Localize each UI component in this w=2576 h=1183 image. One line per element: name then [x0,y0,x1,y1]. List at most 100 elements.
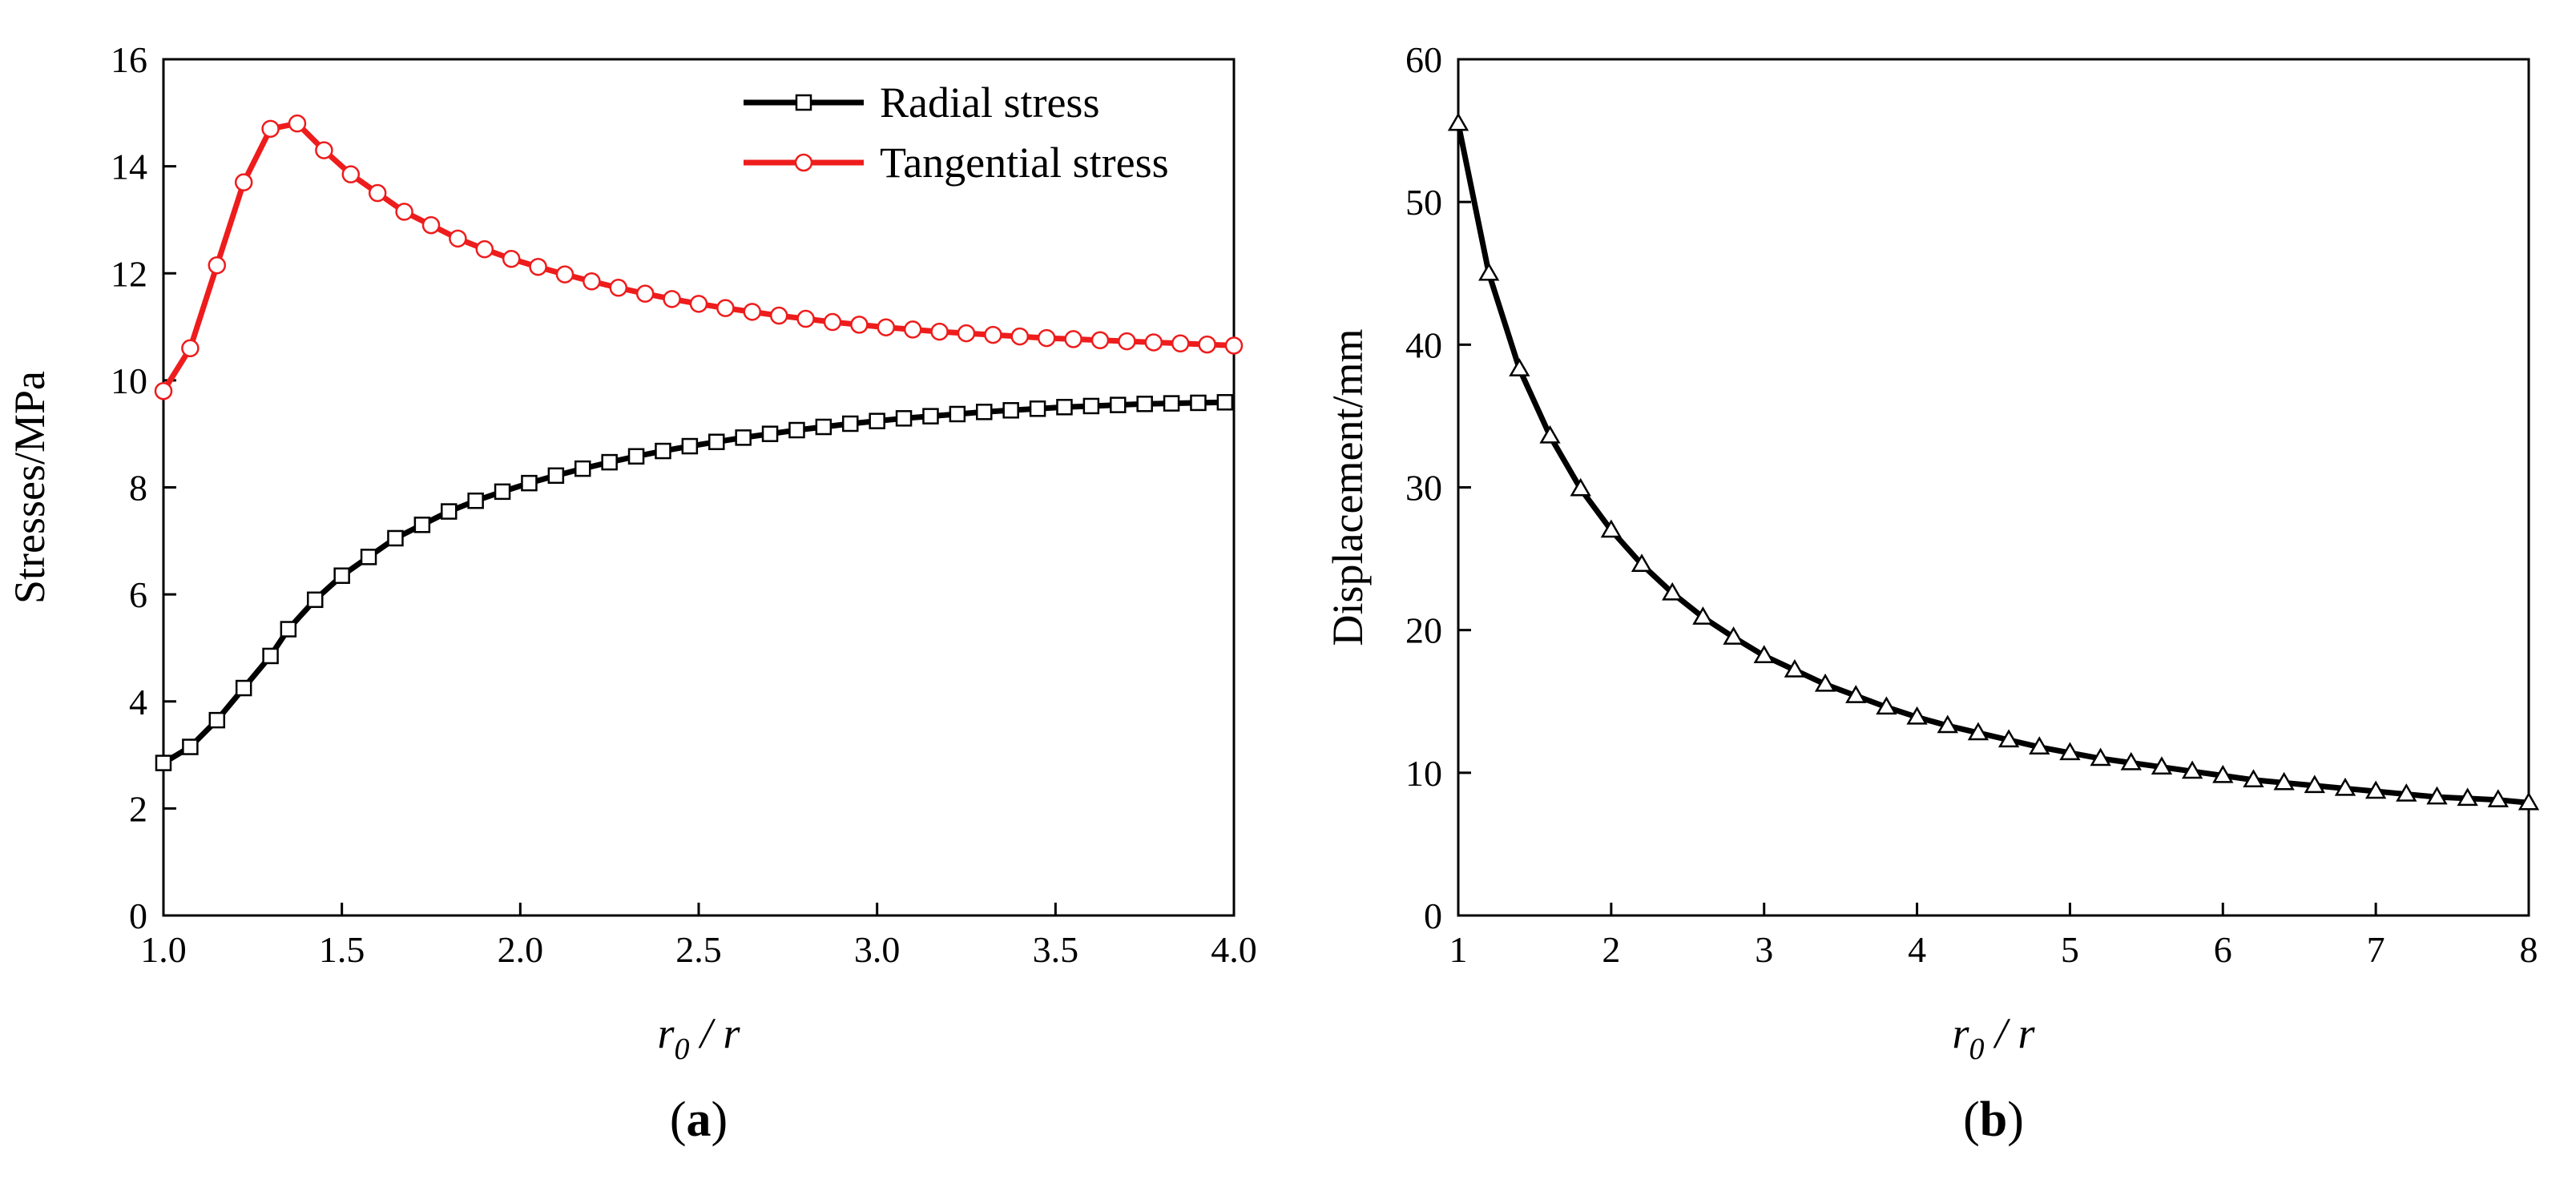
series-radial-stress [155,394,1234,771]
x-axis-title-rest: / r [1984,1009,2035,1057]
data-point [1144,333,1163,352]
data-point [449,229,467,248]
y-tick-label: 10 [1405,753,1442,794]
data-point [1171,334,1190,353]
data-point [1876,696,1897,715]
data-point [984,325,1002,344]
data-point [1753,645,1775,663]
data-point [181,339,200,358]
data-point [494,483,511,501]
panel-label: (a) [670,1092,728,1147]
data-point [2059,742,2081,761]
data-point [609,279,628,297]
x-axis-title: r0 / r [1952,1009,2035,1066]
data-point [1090,331,1110,350]
data-point [1064,330,1082,348]
legend: Radial stress Tangential stress [744,78,1169,187]
data-point [743,303,762,321]
data-point [895,410,913,427]
x-tick-label: 4.0 [1211,929,1257,970]
data-point [475,239,494,259]
y-tick-label: 8 [129,468,147,509]
panel-label-open: ( [670,1092,687,1147]
data-point [154,381,173,400]
data-point [2364,780,2387,799]
data-point [521,474,538,492]
panel-label-close: ) [712,1092,728,1147]
data-point [1224,336,1244,355]
data-point [601,453,618,471]
y-axis-title: Stresses/MPa [6,371,54,604]
data-point [769,306,788,325]
series-line [160,399,1228,767]
data-point [2396,783,2417,802]
data-point [2090,747,2111,767]
data-point [2518,791,2540,811]
data-point [2426,786,2448,805]
data-point [1010,327,1030,346]
data-point [1692,606,1714,625]
y-axis-title: Displacement/mm [1324,329,1372,646]
series-tangential-stress [154,114,1244,400]
data-point [1029,400,1046,417]
data-point [1845,685,1867,703]
data-point [360,549,377,565]
data-point [529,257,547,276]
data-point [502,249,521,268]
y-tick-label: 60 [1405,39,1442,80]
data-point [2243,769,2264,787]
data-point [2334,777,2356,796]
data-point [583,272,601,291]
data-point [1723,626,1744,645]
data-point [663,290,681,308]
x-axis-title-subscript: 0 [1969,1032,1984,1066]
data-point [716,299,735,317]
data-point [1037,328,1056,348]
y-tick-label: 14 [111,147,147,187]
data-point [903,320,922,339]
x-tick-label: 3.5 [1033,929,1079,970]
data-point [1937,714,1958,734]
data-point [555,265,574,284]
x-tick-label: 6 [2214,929,2232,970]
data-point [262,647,279,665]
data-point [823,312,842,332]
data-point [368,183,387,203]
data-point [155,754,172,771]
data-point [2120,751,2142,771]
data-point [235,679,252,697]
data-point [574,460,591,477]
y-tick-label: 16 [111,39,147,80]
data-point [850,316,869,334]
data-point [280,621,297,638]
y-tick-label: 2 [129,788,147,829]
y-tick-label: 10 [111,360,147,401]
data-point [341,165,361,183]
data-point [2151,756,2173,775]
data-point [930,322,949,341]
data-point [547,467,565,485]
x-axis-title-subscript: 0 [674,1032,689,1066]
data-point [315,141,333,159]
data-point [1478,262,1500,281]
x-tick-label: 3 [1755,929,1773,970]
y-tick-label: 30 [1405,468,1442,509]
data-point [2487,789,2509,807]
series-line [1455,120,2532,806]
x-tick-label: 8 [2520,929,2538,970]
data-point [869,412,885,429]
data-point [1447,112,1469,131]
x-axis-title-r: r [657,1009,675,1057]
data-point [681,437,699,455]
data-point [1539,425,1561,444]
data-point [842,415,859,433]
data-point [387,529,404,547]
series-displacement [1447,112,2540,811]
plot-frame [162,58,1236,917]
data-point [2304,775,2325,794]
data-point [689,295,708,313]
data-point [949,405,966,423]
data-point [2457,787,2478,807]
